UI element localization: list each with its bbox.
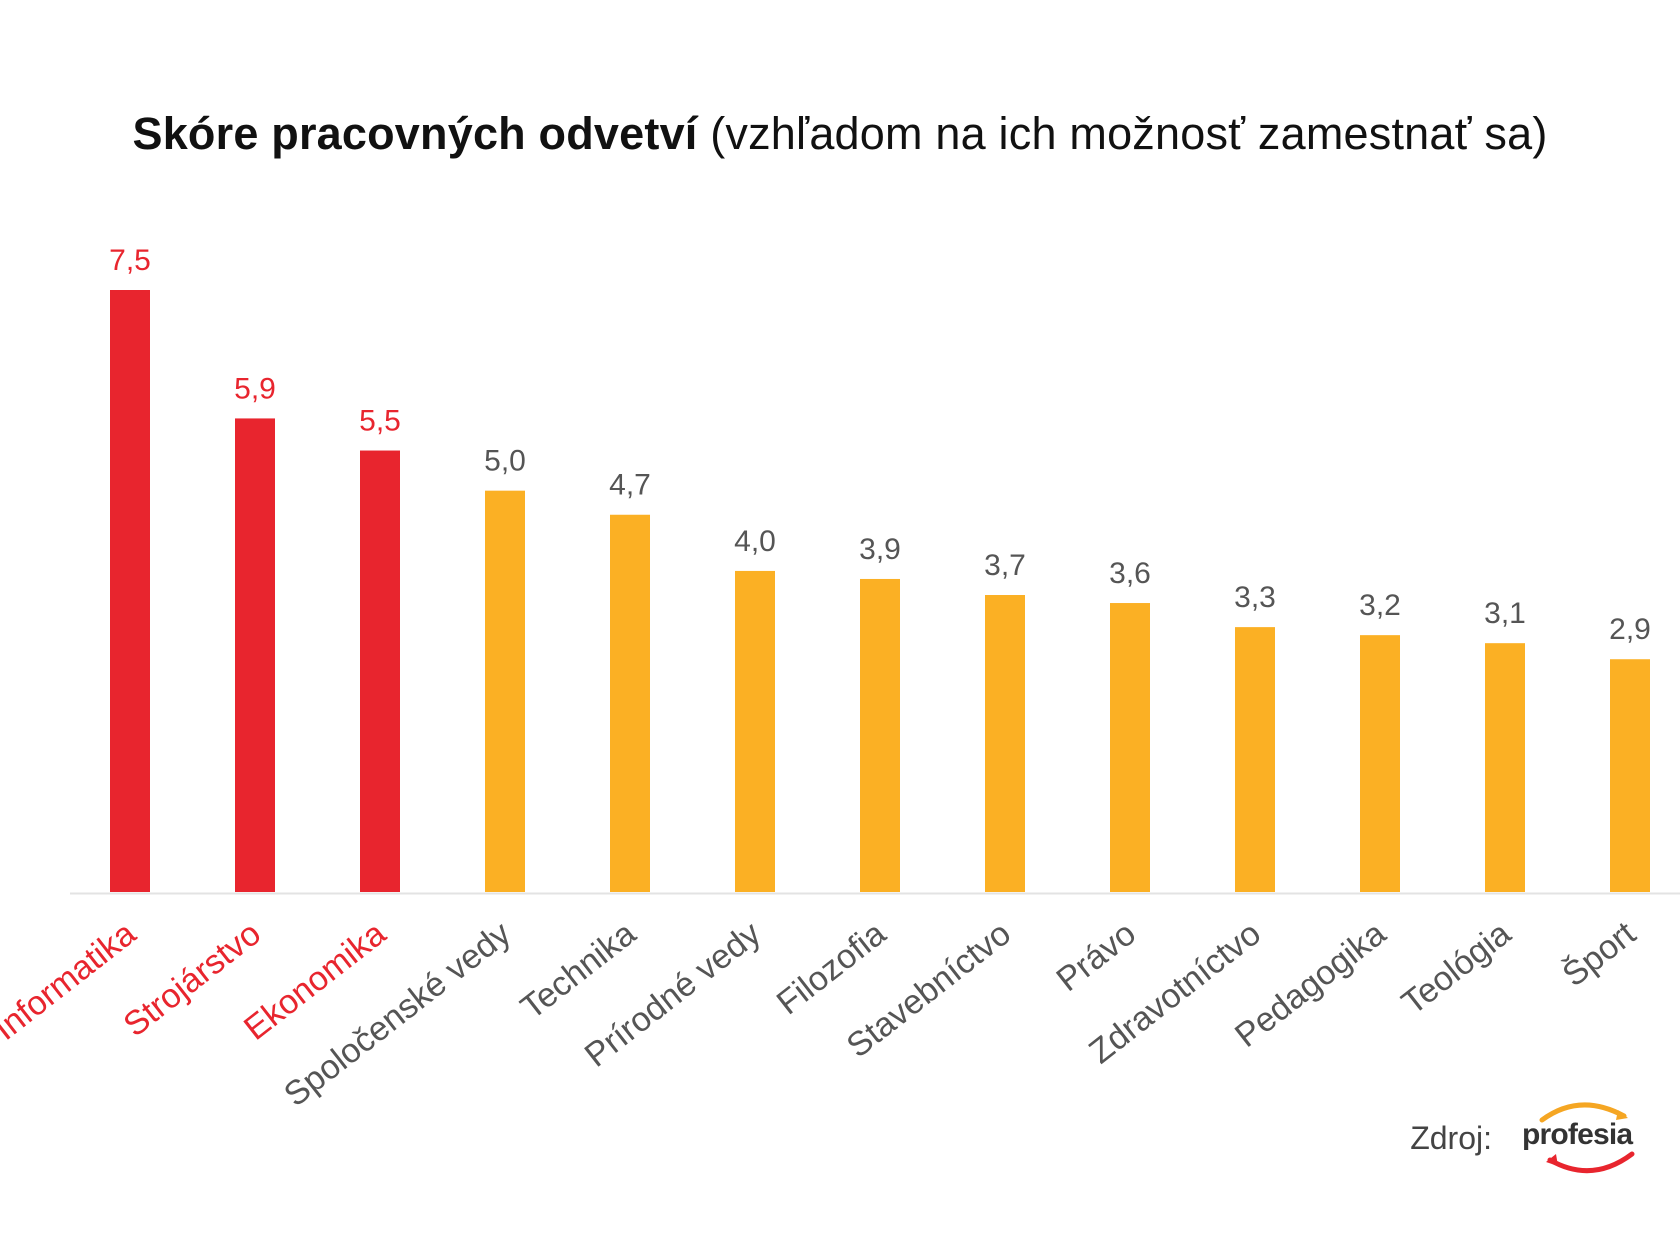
- chart-title-bold: Skóre pracovných odvetví: [132, 108, 698, 159]
- bar-5: [735, 570, 775, 892]
- bar-4: [610, 514, 650, 892]
- value-label-0: 7,5: [109, 244, 151, 277]
- value-label-9: 3,3: [1234, 581, 1276, 614]
- source-label: Zdroj:: [1410, 1119, 1492, 1156]
- logo-text: profesia: [1522, 1118, 1633, 1151]
- bar-6: [860, 578, 900, 892]
- category-label-12: Šport: [1555, 914, 1643, 994]
- category-label-11: Teológia: [1395, 914, 1518, 1022]
- bar-8: [1110, 603, 1150, 892]
- profesia-logo[interactable]: profesia: [1520, 1098, 1640, 1178]
- value-label-8: 3,6: [1109, 557, 1151, 590]
- bar-12: [1610, 659, 1650, 892]
- category-label-8: Právo: [1050, 914, 1143, 999]
- value-label-11: 3,1: [1484, 597, 1526, 630]
- value-label-4: 4,7: [609, 469, 651, 502]
- value-label-5: 4,0: [734, 525, 776, 558]
- chart-title-subtitle: (vzhľadom na ich možnosť zamestnať sa): [710, 108, 1548, 159]
- value-label-1: 5,9: [234, 372, 276, 405]
- value-label-7: 3,7: [984, 549, 1026, 582]
- category-label-6: Filozofia: [770, 914, 893, 1022]
- value-label-12: 2,9: [1609, 613, 1651, 646]
- chart-title: Skóre pracovných odvetví (vzhľadom na ic…: [0, 108, 1680, 160]
- logo-swoosh-icon: [1539, 1102, 1635, 1174]
- bar-1: [235, 418, 275, 892]
- bar-2: [360, 450, 400, 892]
- bar-10: [1360, 635, 1400, 892]
- category-label-0: Informatika: [0, 914, 143, 1048]
- bar-11: [1485, 643, 1525, 892]
- value-label-6: 3,9: [859, 533, 901, 566]
- bar-7: [985, 595, 1025, 892]
- category-label-3: Spoločenské vedy: [277, 914, 518, 1114]
- source-block: Zdroj: profesia: [1410, 1098, 1640, 1178]
- value-labels-group: 7,5 5,9 5,5 5,0 4,7 4,0 3,9 3,7 3,6 3,3 3,2 3,1 2,9: [109, 244, 1651, 646]
- bar-9: [1235, 627, 1275, 892]
- value-label-10: 3,2: [1359, 589, 1401, 622]
- bars-group: [110, 290, 1650, 892]
- category-labels-group: InformatikaStrojárstvoEkonomikaSpoločens…: [0, 914, 1643, 1114]
- bar-0: [110, 290, 150, 892]
- value-label-2: 5,5: [359, 405, 401, 438]
- bar-3: [485, 490, 525, 892]
- value-label-3: 5,0: [484, 445, 526, 478]
